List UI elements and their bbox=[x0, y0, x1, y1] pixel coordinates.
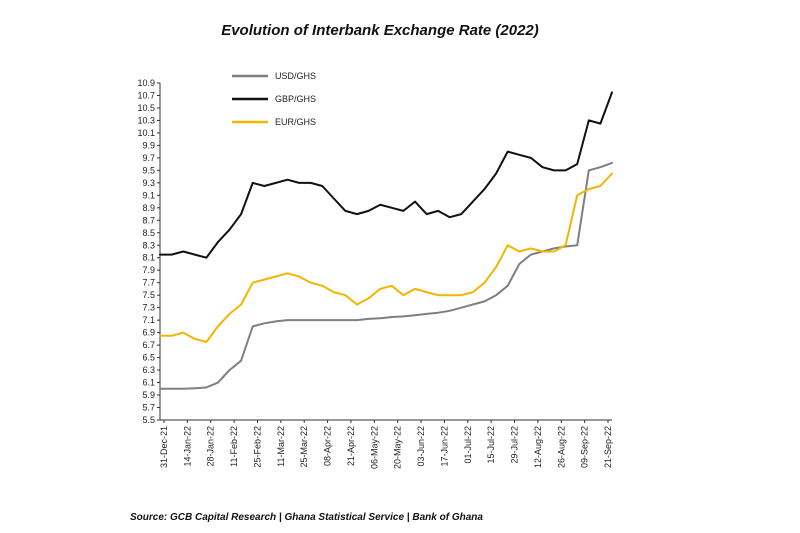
y-tick-label: 8.1 bbox=[142, 253, 155, 263]
x-tick-label: 14-Jan-22 bbox=[182, 426, 192, 467]
legend-label: USD/GHS bbox=[275, 71, 316, 81]
y-tick-label: 9.7 bbox=[142, 153, 155, 163]
x-tick-label: 09-Sep-22 bbox=[580, 426, 590, 468]
y-tick-label: 7.1 bbox=[142, 315, 155, 325]
x-tick-label: 25-Mar-22 bbox=[299, 426, 309, 468]
y-tick-label: 10.3 bbox=[137, 115, 155, 125]
y-tick-label: 9.9 bbox=[142, 140, 155, 150]
x-tick-label: 28-Jan-22 bbox=[206, 426, 216, 467]
y-tick-label: 9.3 bbox=[142, 178, 155, 188]
x-tick-label: 21-Apr-22 bbox=[346, 426, 356, 466]
legend-label: GBP/GHS bbox=[275, 94, 316, 104]
x-tick-label: 08-Apr-22 bbox=[323, 426, 333, 466]
x-tick-label: 29-Jul-22 bbox=[510, 426, 520, 464]
y-tick-label: 6.5 bbox=[142, 353, 155, 363]
x-axis: 31-Dec-21 14-Jan-22 28-Jan-22 11-Feb-22 25-F… bbox=[159, 419, 613, 469]
y-tick-label: 10.5 bbox=[137, 103, 155, 113]
y-tick-label: 10.1 bbox=[137, 128, 155, 138]
x-tick-label: 06-May-22 bbox=[369, 426, 379, 469]
x-tick-label: 03-Jun-22 bbox=[416, 426, 426, 467]
x-tick-label: 26-Aug-22 bbox=[556, 426, 566, 468]
series-line-gbp-ghs bbox=[159, 91, 613, 259]
x-tick-label: 11-Mar-22 bbox=[276, 426, 286, 467]
x-tick-label: 12-Aug-22 bbox=[533, 426, 543, 468]
x-tick-label: 21-Sep-22 bbox=[603, 426, 613, 468]
y-tick-label: 9.5 bbox=[142, 165, 155, 175]
series-layer bbox=[159, 91, 613, 390]
y-tick-label: 5.5 bbox=[142, 415, 155, 425]
x-tick-label: 15-Jul-22 bbox=[486, 426, 496, 464]
y-tick-label: 7.9 bbox=[142, 265, 155, 275]
x-tick-label: 31-Dec-21 bbox=[159, 426, 169, 468]
x-tick-label: 20-May-22 bbox=[393, 426, 403, 469]
y-tick-label: 8.9 bbox=[142, 203, 155, 213]
y-tick-label: 5.7 bbox=[142, 403, 155, 413]
series-line-eur-ghs bbox=[159, 172, 613, 343]
x-tick-label: 01-Jul-22 bbox=[463, 426, 473, 464]
chart-title: Evolution of Interbank Exchange Rate (20… bbox=[221, 22, 539, 39]
y-tick-label: 5.9 bbox=[142, 390, 155, 400]
y-tick-label: 6.1 bbox=[142, 378, 155, 388]
y-tick-label: 6.9 bbox=[142, 328, 155, 338]
y-tick-label: 7.7 bbox=[142, 278, 155, 288]
series-line-usd-ghs bbox=[159, 161, 613, 390]
x-tick-label: 25-Feb-22 bbox=[252, 426, 262, 468]
y-tick-label: 7.5 bbox=[142, 290, 155, 300]
y-tick-label: 8.3 bbox=[142, 240, 155, 250]
chart-source-note: Source: GCB Capital Research | Ghana Sta… bbox=[130, 512, 483, 523]
legend: USD/GHS GBP/GHS EUR/GHS bbox=[232, 71, 316, 127]
y-tick-label: 6.7 bbox=[142, 340, 155, 350]
y-tick-label: 10.9 bbox=[137, 78, 155, 88]
y-tick-label: 8.5 bbox=[142, 228, 155, 238]
x-tick-label: 11-Feb-22 bbox=[229, 426, 239, 467]
y-tick-label: 8.7 bbox=[142, 215, 155, 225]
legend-label: EUR/GHS bbox=[275, 117, 316, 127]
x-tick-label: 17-Jun-22 bbox=[439, 426, 449, 467]
y-tick-label: 10.7 bbox=[137, 90, 155, 100]
y-axis: 5.5 5.7 5.9 6.1 6.3 6.5 6.7 6.9 7.1 7.3 7.5 7.7 7.9 8… bbox=[137, 78, 161, 425]
y-tick-label: 6.3 bbox=[142, 365, 155, 375]
y-tick-label: 9.1 bbox=[142, 190, 155, 200]
y-tick-label: 7.3 bbox=[142, 303, 155, 313]
